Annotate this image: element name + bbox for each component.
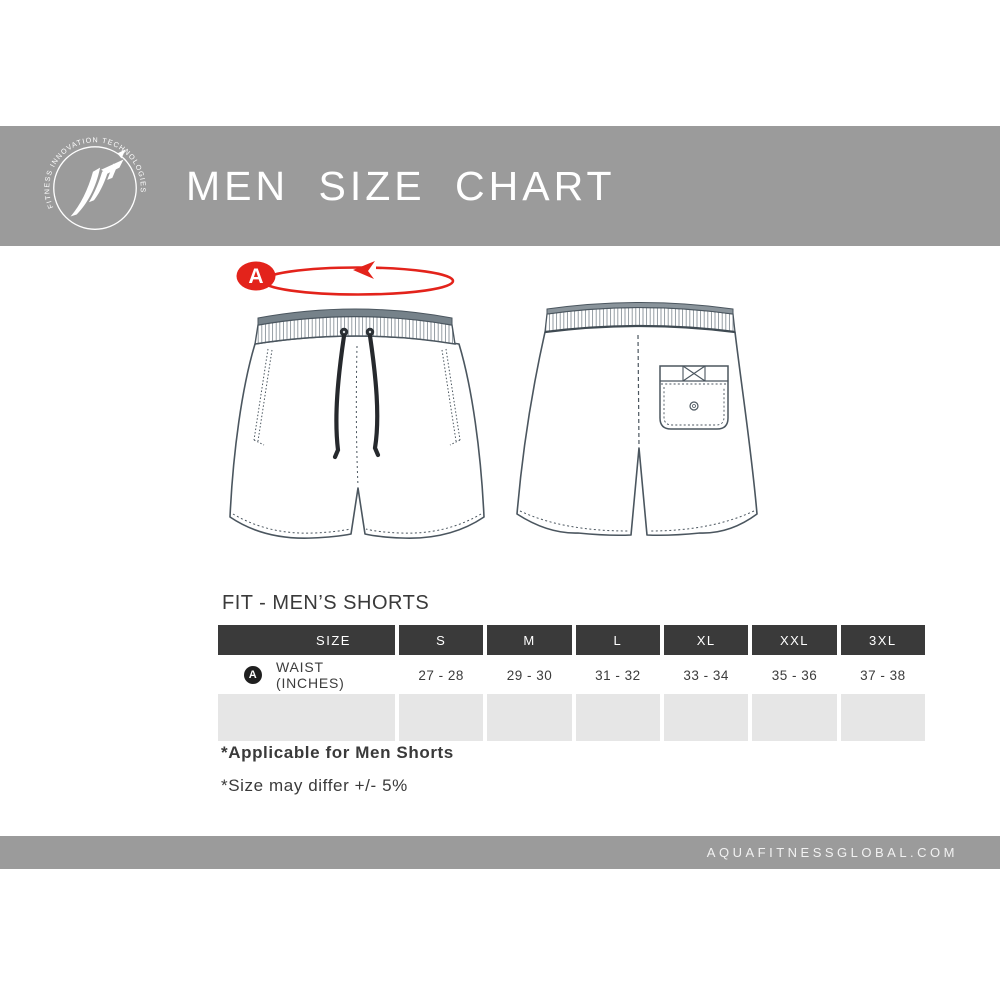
waist-value-xxl: 35 - 36 [752, 657, 837, 693]
empty-cell [664, 694, 749, 741]
waist-value-3xl: 37 - 38 [840, 657, 925, 693]
col-header-m: M [487, 625, 572, 655]
waist-value-xl: 33 - 34 [664, 657, 749, 693]
note-applicable: *Applicable for Men Shorts [221, 743, 454, 762]
col-header-3xl: 3XL [840, 625, 925, 655]
empty-cell [752, 694, 837, 741]
page-title: MEN SIZE CHART [186, 162, 616, 209]
empty-cell [399, 694, 484, 741]
fit-logo-mark-icon [70, 149, 126, 217]
annotation-a-badge [236, 261, 276, 291]
col-header-xl: XL [664, 625, 749, 655]
col-header-l: L [575, 625, 660, 655]
waist-value-m: 29 - 30 [487, 657, 572, 693]
waist-row-label-cell: A WAIST (INCHES) [218, 657, 395, 693]
empty-row [218, 694, 925, 741]
waist-row: A WAIST (INCHES) 27 - 28 29 - 30 31 - 32… [218, 657, 925, 693]
empty-cell [487, 694, 572, 741]
footer-bar: AQUAFITNESSGLOBAL.COM [0, 836, 1000, 869]
brand-logo: FITNESS INNOVATION TECHNOLOGIES [43, 136, 146, 230]
col-header-xxl: XXL [752, 625, 837, 655]
shorts-back-view-icon [516, 302, 758, 537]
empty-cell [840, 694, 925, 741]
col-header-size: SIZE [218, 625, 395, 655]
shorts-front-view-icon [229, 308, 485, 539]
note-tolerance: *Size may differ +/- 5% [221, 776, 408, 795]
svg-text:A: A [248, 265, 263, 288]
waist-value-s: 27 - 28 [399, 657, 484, 693]
col-header-s: S [399, 625, 484, 655]
back-pocket [659, 365, 729, 430]
waist-value-l: 31 - 32 [575, 657, 660, 693]
table-header-row: SIZE S M L XL XXL 3XL [218, 625, 925, 655]
size-table: SIZE S M L XL XXL 3XL A WAIST (INCHES) 2… [218, 625, 925, 741]
a-marker-badge: A [244, 666, 262, 684]
arrow-left-icon [353, 261, 375, 279]
waist-measure-annotation: A [236, 261, 455, 296]
header-band: FITNESS INNOVATION TECHNOLOGIES MEN SIZE… [0, 126, 1000, 246]
empty-cell [575, 694, 660, 741]
section-title: FIT - MEN’S SHORTS [222, 592, 430, 614]
waist-row-label: WAIST (INCHES) [276, 659, 345, 691]
footer-website: AQUAFITNESSGLOBAL.COM [706, 845, 958, 860]
empty-cell [218, 694, 395, 741]
